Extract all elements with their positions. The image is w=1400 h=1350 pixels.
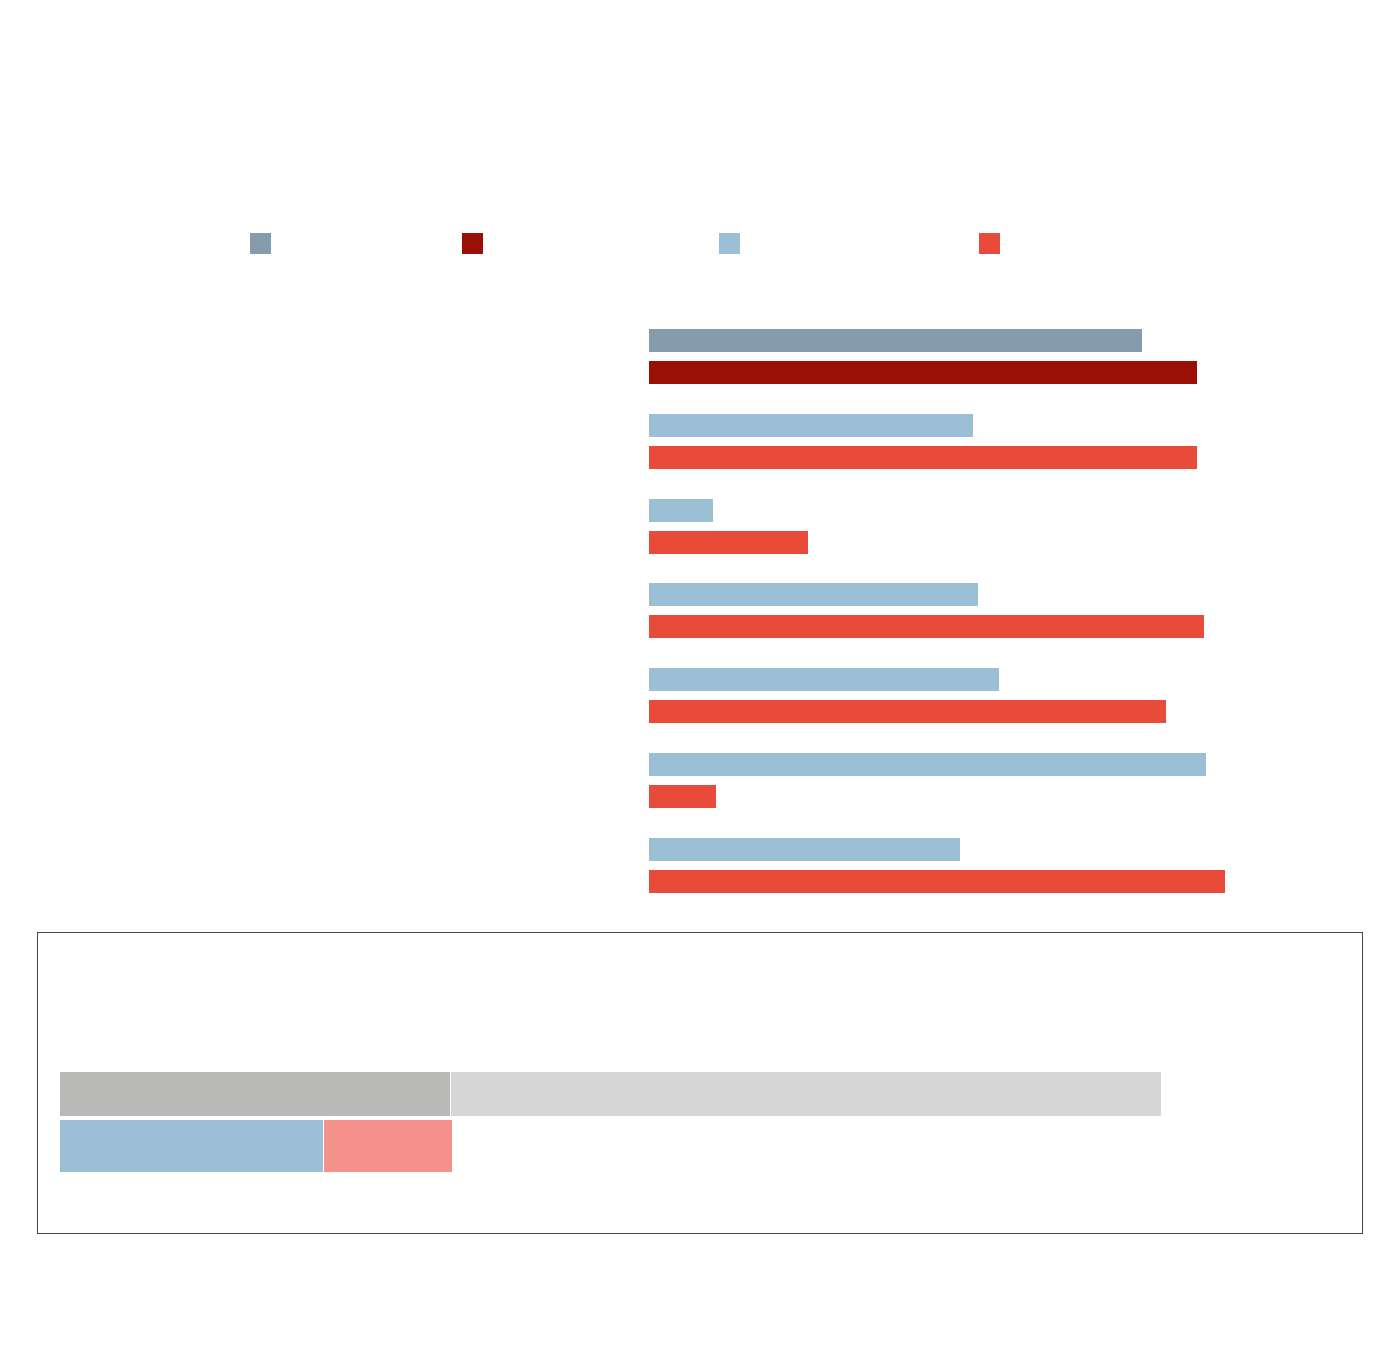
bar-4-b <box>649 615 1204 638</box>
bar-group-3 <box>649 499 808 554</box>
bar-6-b <box>649 785 716 808</box>
bar-3-b <box>649 531 808 554</box>
legend-swatch-3 <box>719 233 740 254</box>
grouped-bar-chart <box>250 233 1225 893</box>
stacked-bar-panel <box>37 932 1363 1234</box>
legend-swatch-1 <box>250 233 271 254</box>
bar-3-a <box>649 499 713 522</box>
bar-group-7 <box>649 838 1225 893</box>
bar-4-a <box>649 583 978 606</box>
bar-2-b <box>649 446 1197 469</box>
bar-group-4 <box>649 583 1204 638</box>
stacked-segment-2-1 <box>60 1120 324 1172</box>
bar-group-5 <box>649 668 1166 723</box>
bar-5-a <box>649 668 999 691</box>
chart-bars <box>649 329 1225 893</box>
legend-swatch-4 <box>979 233 1000 254</box>
bar-6-a <box>649 753 1206 776</box>
bar-2-a <box>649 414 973 437</box>
stacked-segment-1-2 <box>449 1072 1161 1116</box>
bar-1-b <box>649 361 1197 384</box>
stacked-segment-2-2 <box>323 1120 452 1172</box>
bar-group-2 <box>649 414 1197 469</box>
bar-1-a <box>649 329 1142 352</box>
bar-5-b <box>649 700 1166 723</box>
chart-legend <box>250 233 1000 254</box>
legend-swatch-2 <box>462 233 483 254</box>
bar-7-a <box>649 838 960 861</box>
bar-group-6 <box>649 753 1206 808</box>
bar-7-b <box>649 870 1225 893</box>
stacked-segment-1-1 <box>60 1072 450 1116</box>
bar-group-1 <box>649 329 1197 384</box>
